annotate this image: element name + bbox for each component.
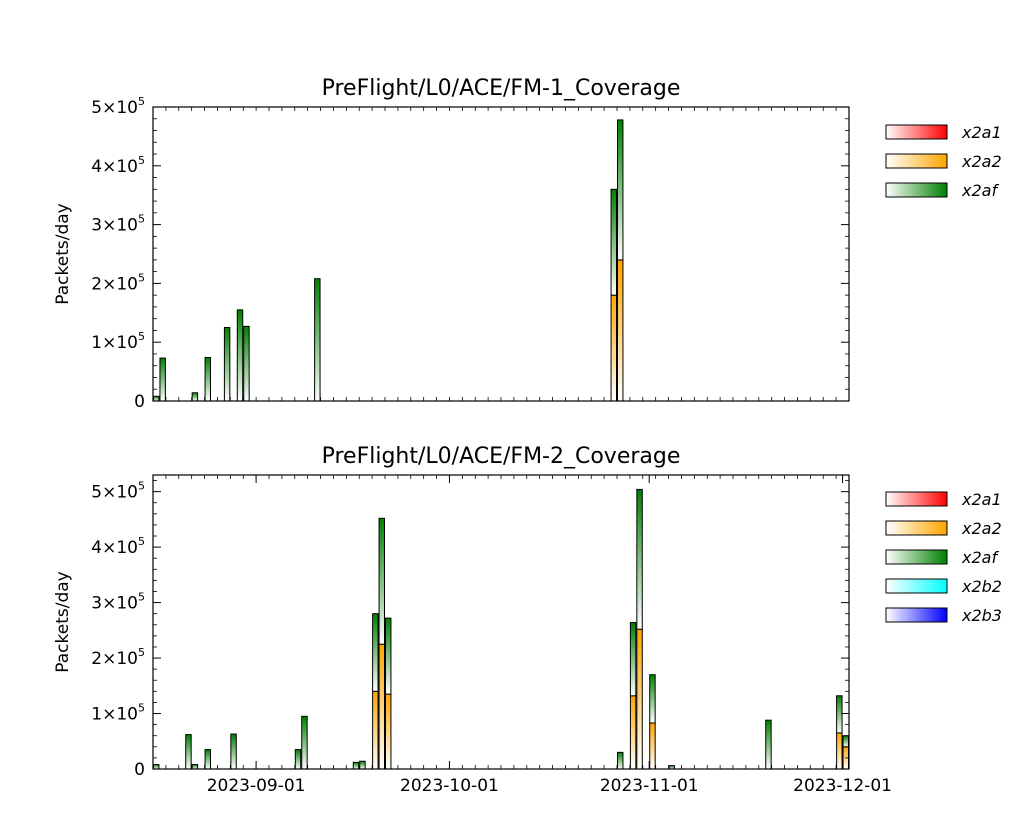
chart-panel-1: PreFlight/L0/ACE/FM-1_Coverage Packets/da… [53, 76, 1002, 412]
legend-swatch-x2a1 [885, 491, 948, 507]
legend-label-x2a2: x2a2 [961, 152, 1002, 171]
bar-x2af [617, 751, 624, 770]
legend-label-x2af: x2af [961, 181, 999, 200]
y-tick-label: 4×105 [91, 154, 145, 177]
legend-swatch-x2a2 [885, 153, 948, 169]
bar-x2a2 [610, 294, 617, 402]
plot-frame [152, 474, 850, 770]
bar-x2a2 [617, 259, 624, 402]
bar-x2af [617, 119, 624, 261]
bar-x2af [153, 395, 160, 402]
bar-x2af [636, 488, 643, 630]
x-tick-label: 2023-09-01 [207, 776, 306, 796]
bar-x2af [352, 761, 360, 770]
legend-label-x2a2: x2a2 [961, 519, 1002, 538]
legend-swatch-x2a1 [885, 124, 948, 140]
bar-x2a2 [629, 695, 637, 770]
legend-swatch-x2af [885, 182, 948, 198]
x-tick-label: 2023-10-01 [400, 776, 499, 796]
bar-x2af [153, 764, 160, 770]
bar-x2af [159, 357, 166, 402]
bar-x2af [610, 188, 617, 296]
chart-panel-2: PreFlight/L0/ACE/FM-2_Coverage Packets/da… [53, 444, 1002, 796]
legend-label-x2a1: x2a1 [961, 490, 1002, 509]
legend-swatch-x2a2 [885, 520, 948, 536]
bar-x2af [629, 622, 637, 697]
x-tick-label: 2023-12-01 [793, 776, 892, 796]
legend-label-x2b2: x2b2 [961, 577, 1002, 596]
y-tick-label: 2×105 [91, 646, 145, 669]
y-tick-label: 5×105 [91, 95, 145, 118]
y-axis-label: Packets/day [53, 571, 73, 672]
legend-label-x2b3: x2b3 [961, 606, 1002, 625]
bar-x2a2 [836, 732, 843, 770]
bar-x2a2 [636, 628, 643, 770]
legend-swatch-x2b3 [885, 607, 948, 623]
bar-x2af [243, 325, 250, 402]
bar-x2a2 [372, 690, 379, 770]
x-tick-label: 2023-11-01 [600, 776, 699, 796]
bar-x2af [385, 617, 392, 695]
legend-label-x2af: x2af [961, 548, 999, 567]
chart-title: PreFlight/L0/ACE/FM-2_Coverage [322, 444, 681, 469]
bar-x2af [836, 695, 843, 734]
legend-label-x2a1: x2a1 [961, 123, 1002, 142]
y-tick-label: 4×105 [91, 535, 145, 558]
bar-x2af [236, 309, 244, 402]
bar-x2af [294, 749, 302, 770]
y-tick-label: 5×105 [91, 480, 145, 503]
bar-x2af [230, 733, 237, 770]
bar-x2af [378, 517, 385, 645]
bar-x2af [191, 392, 199, 402]
bar-x2af [372, 613, 379, 692]
plot-frame [152, 106, 850, 402]
y-tick-label: 1×105 [91, 330, 145, 353]
legend-swatch-x2b2 [885, 578, 948, 594]
y-tick-label: 1×105 [91, 702, 145, 725]
bar-x2af [359, 760, 366, 770]
y-tick-label: 0 [134, 392, 145, 412]
bar-x2af [204, 356, 212, 402]
bar-x2af [191, 764, 199, 770]
chart-title: PreFlight/L0/ACE/FM-1_Coverage [322, 76, 681, 101]
y-axis-label: Packets/day [53, 203, 73, 304]
y-tick-label: 3×105 [91, 591, 145, 614]
bar-x2a2 [378, 643, 385, 770]
bar-x2af [842, 735, 849, 748]
bar-x2af [314, 278, 321, 402]
legend-swatch-x2af [885, 549, 948, 565]
y-tick-label: 3×105 [91, 213, 145, 236]
bar-x2a2 [385, 693, 392, 770]
bar-x2af [765, 719, 772, 770]
bar-x2af [301, 715, 308, 770]
bar-x2af [649, 674, 656, 724]
y-tick-label: 2×105 [91, 271, 145, 294]
bar-x2af [223, 327, 231, 402]
bar-x2af [185, 734, 192, 770]
bar-x2af [204, 749, 212, 770]
y-tick-label: 0 [134, 760, 145, 780]
bar-x2a2 [649, 722, 656, 770]
